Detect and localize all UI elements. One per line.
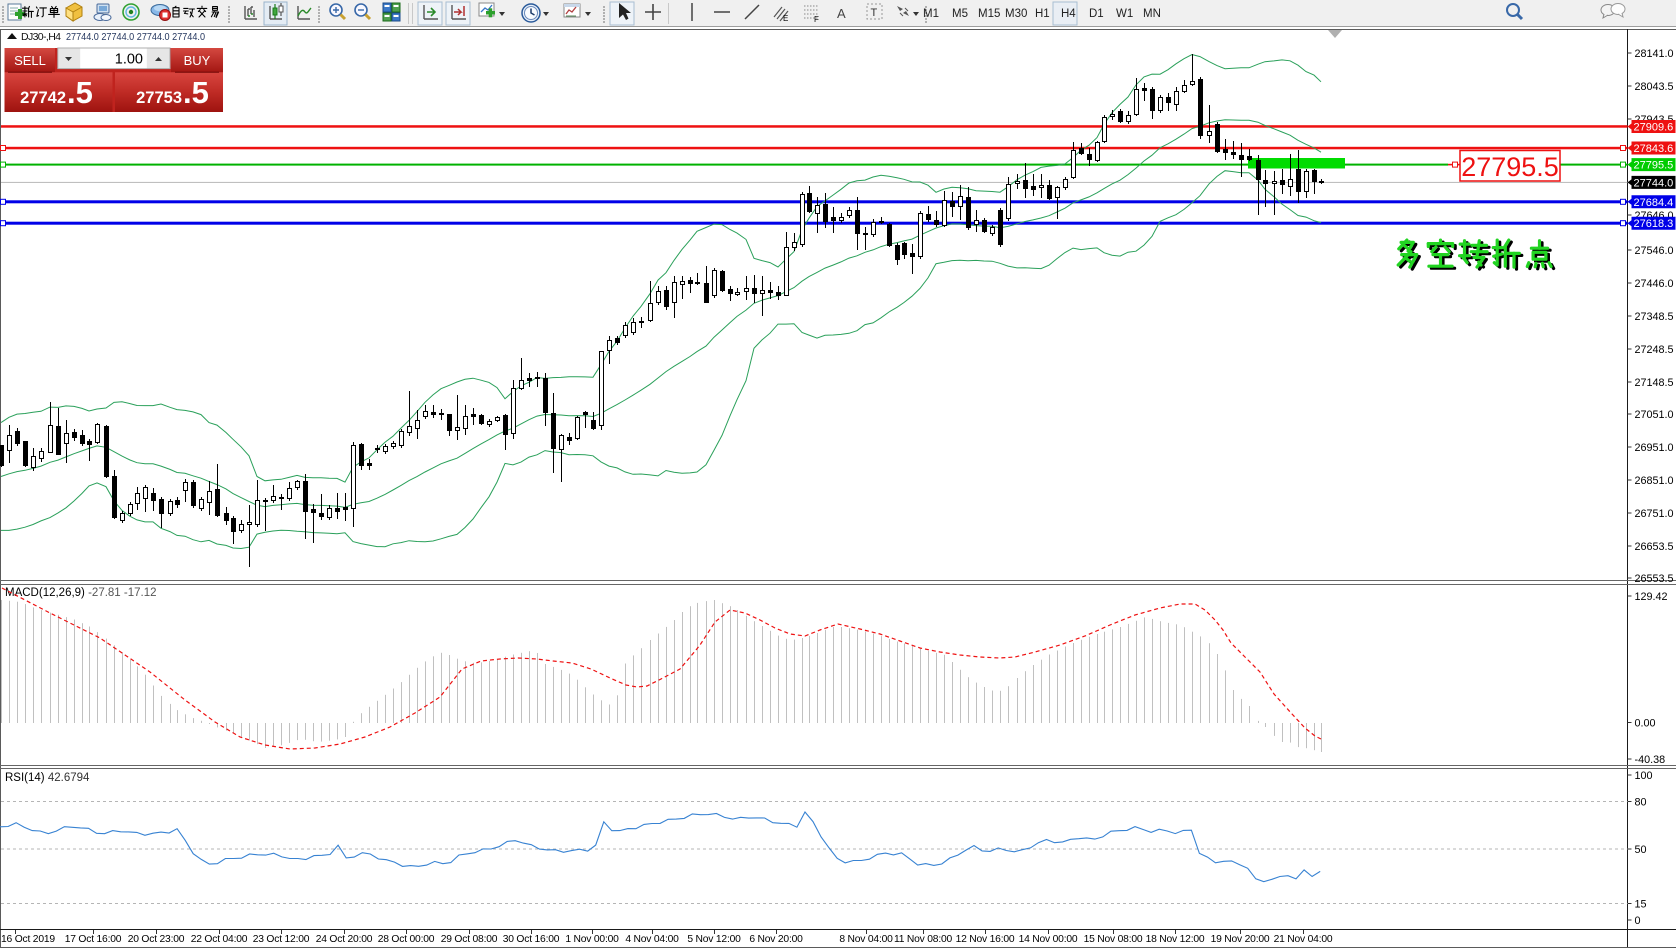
svg-text:11 Nov 08:00: 11 Nov 08:00 [894, 934, 953, 945]
svg-text:30 Oct 16:00: 30 Oct 16:00 [503, 934, 560, 945]
svg-text:27742: 27742 [20, 89, 66, 107]
svg-text:MACD(12,26,9) -27.81 -17.12: MACD(12,26,9) -27.81 -17.12 [5, 587, 157, 599]
svg-text:M15: M15 [978, 8, 1000, 20]
svg-text:.5: .5 [67, 75, 93, 110]
svg-text:26951.0: 26951.0 [1635, 442, 1674, 454]
svg-text:1 Nov 00:00: 1 Nov 00:00 [565, 934, 619, 945]
svg-text:27051.0: 27051.0 [1635, 409, 1674, 421]
svg-text:27744.0 27744.0 27744.0 27744.: 27744.0 27744.0 27744.0 27744.0 [66, 31, 205, 43]
svg-text:27618.3: 27618.3 [1634, 218, 1674, 230]
svg-text:H4: H4 [1061, 8, 1076, 20]
svg-text:26851.0: 26851.0 [1635, 475, 1674, 487]
svg-text:28 Oct 00:00: 28 Oct 00:00 [378, 934, 435, 945]
svg-text:27248.5: 27248.5 [1635, 344, 1674, 356]
svg-text:15: 15 [1635, 899, 1647, 911]
svg-text:6 Nov 20:00: 6 Nov 20:00 [749, 934, 803, 945]
svg-text:-40.38: -40.38 [1635, 754, 1666, 766]
svg-text:27795.5: 27795.5 [1461, 152, 1559, 182]
svg-text:F: F [814, 15, 819, 24]
svg-text:14 Nov 00:00: 14 Nov 00:00 [1019, 934, 1078, 945]
svg-text:RSI(14) 42.6794: RSI(14) 42.6794 [5, 772, 90, 784]
svg-text:80: 80 [1635, 797, 1647, 809]
svg-text:E: E [783, 14, 788, 23]
svg-text:27348.5: 27348.5 [1635, 311, 1674, 323]
svg-text:20 Oct 23:00: 20 Oct 23:00 [128, 934, 185, 945]
svg-text:27843.6: 27843.6 [1634, 143, 1674, 155]
svg-text:28141.0: 28141.0 [1635, 48, 1674, 60]
svg-text:23 Oct 12:00: 23 Oct 12:00 [253, 934, 310, 945]
svg-text:DJ30-,H4: DJ30-,H4 [21, 31, 61, 43]
svg-text:H1: H1 [1035, 8, 1050, 20]
svg-text:22 Oct 04:00: 22 Oct 04:00 [191, 934, 248, 945]
svg-text:0.00: 0.00 [1635, 718, 1656, 730]
svg-text:129.42: 129.42 [1635, 591, 1668, 603]
svg-text:26751.0: 26751.0 [1635, 508, 1674, 520]
svg-text:1.00: 1.00 [115, 52, 143, 68]
svg-text:27909.6: 27909.6 [1634, 122, 1674, 134]
svg-text:MN: MN [1143, 8, 1161, 20]
svg-text:21 Nov 04:00: 21 Nov 04:00 [1274, 934, 1333, 945]
svg-text:16 Oct 2019: 16 Oct 2019 [1, 934, 55, 945]
svg-text:27753: 27753 [136, 89, 182, 107]
svg-text:M1: M1 [923, 8, 939, 20]
svg-text:26553.5: 26553.5 [1635, 573, 1674, 585]
svg-text:27684.4: 27684.4 [1634, 197, 1674, 209]
svg-text:M5: M5 [952, 8, 968, 20]
svg-text:BUY: BUY [184, 53, 211, 68]
svg-text:.5: .5 [183, 75, 209, 110]
svg-text:19 Nov 20:00: 19 Nov 20:00 [1211, 934, 1270, 945]
svg-text:29 Oct 08:00: 29 Oct 08:00 [441, 934, 498, 945]
svg-text:A: A [837, 6, 846, 21]
svg-text:28043.5: 28043.5 [1635, 81, 1674, 93]
svg-text:50: 50 [1635, 844, 1647, 856]
svg-text:100: 100 [1635, 770, 1653, 782]
svg-text:27546.0: 27546.0 [1635, 245, 1674, 257]
svg-text:24 Oct 20:00: 24 Oct 20:00 [316, 934, 373, 945]
svg-text:SELL: SELL [14, 53, 46, 68]
svg-text:17 Oct 16:00: 17 Oct 16:00 [65, 934, 122, 945]
svg-text:W1: W1 [1116, 8, 1133, 20]
svg-text:0: 0 [1635, 915, 1641, 927]
svg-text:8 Nov 04:00: 8 Nov 04:00 [839, 934, 893, 945]
svg-text:M30: M30 [1005, 8, 1027, 20]
svg-text:27744.0: 27744.0 [1634, 177, 1674, 189]
svg-text:27795.5: 27795.5 [1634, 160, 1674, 172]
svg-text:4 Nov 04:00: 4 Nov 04:00 [625, 934, 679, 945]
svg-text:5 Nov 12:00: 5 Nov 12:00 [687, 934, 741, 945]
svg-text:26653.5: 26653.5 [1635, 541, 1674, 553]
svg-text:T: T [871, 7, 878, 19]
svg-text:18 Nov 12:00: 18 Nov 12:00 [1146, 934, 1205, 945]
svg-text:27148.5: 27148.5 [1635, 377, 1674, 389]
svg-text:12 Nov 16:00: 12 Nov 16:00 [956, 934, 1015, 945]
svg-text:15 Nov 08:00: 15 Nov 08:00 [1084, 934, 1143, 945]
svg-text:27446.0: 27446.0 [1635, 278, 1674, 290]
svg-text:D1: D1 [1089, 8, 1104, 20]
